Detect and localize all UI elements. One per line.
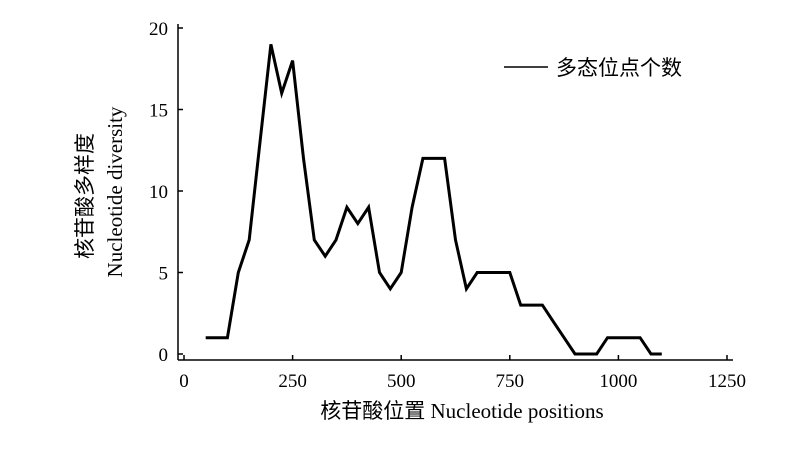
x-tick-label: 250 [278,371,307,392]
x-tick-label: 1250 [708,371,746,392]
series-layer [205,43,662,356]
y-tick-label: 15 [149,101,168,122]
x-tick-label: 0 [179,371,189,392]
series-line [205,43,662,356]
legend-label: 多态位点个数 [556,56,682,80]
y-tick-label: 5 [159,264,169,285]
y-tick-label: 20 [149,19,168,40]
x-tick-label: 500 [387,371,416,392]
y-axis-title-line1: 核苷酸多样度 [73,133,97,259]
axes [177,24,733,361]
y-ticks: 0 5 10 15 20 [149,19,183,366]
x-ticks: 0 250 500 750 1000 1250 [179,355,746,392]
y-tick-label: 0 [159,345,169,366]
x-tick-label: 1000 [599,371,637,392]
y-tick-label: 10 [149,182,168,203]
x-tick-label: 750 [496,371,525,392]
y-axis-title-line2: Nucleotide diversity [103,106,127,277]
x-axis-title: 核苷酸位置 Nucleotide positions [320,399,603,423]
legend: 多态位点个数 [504,56,682,80]
